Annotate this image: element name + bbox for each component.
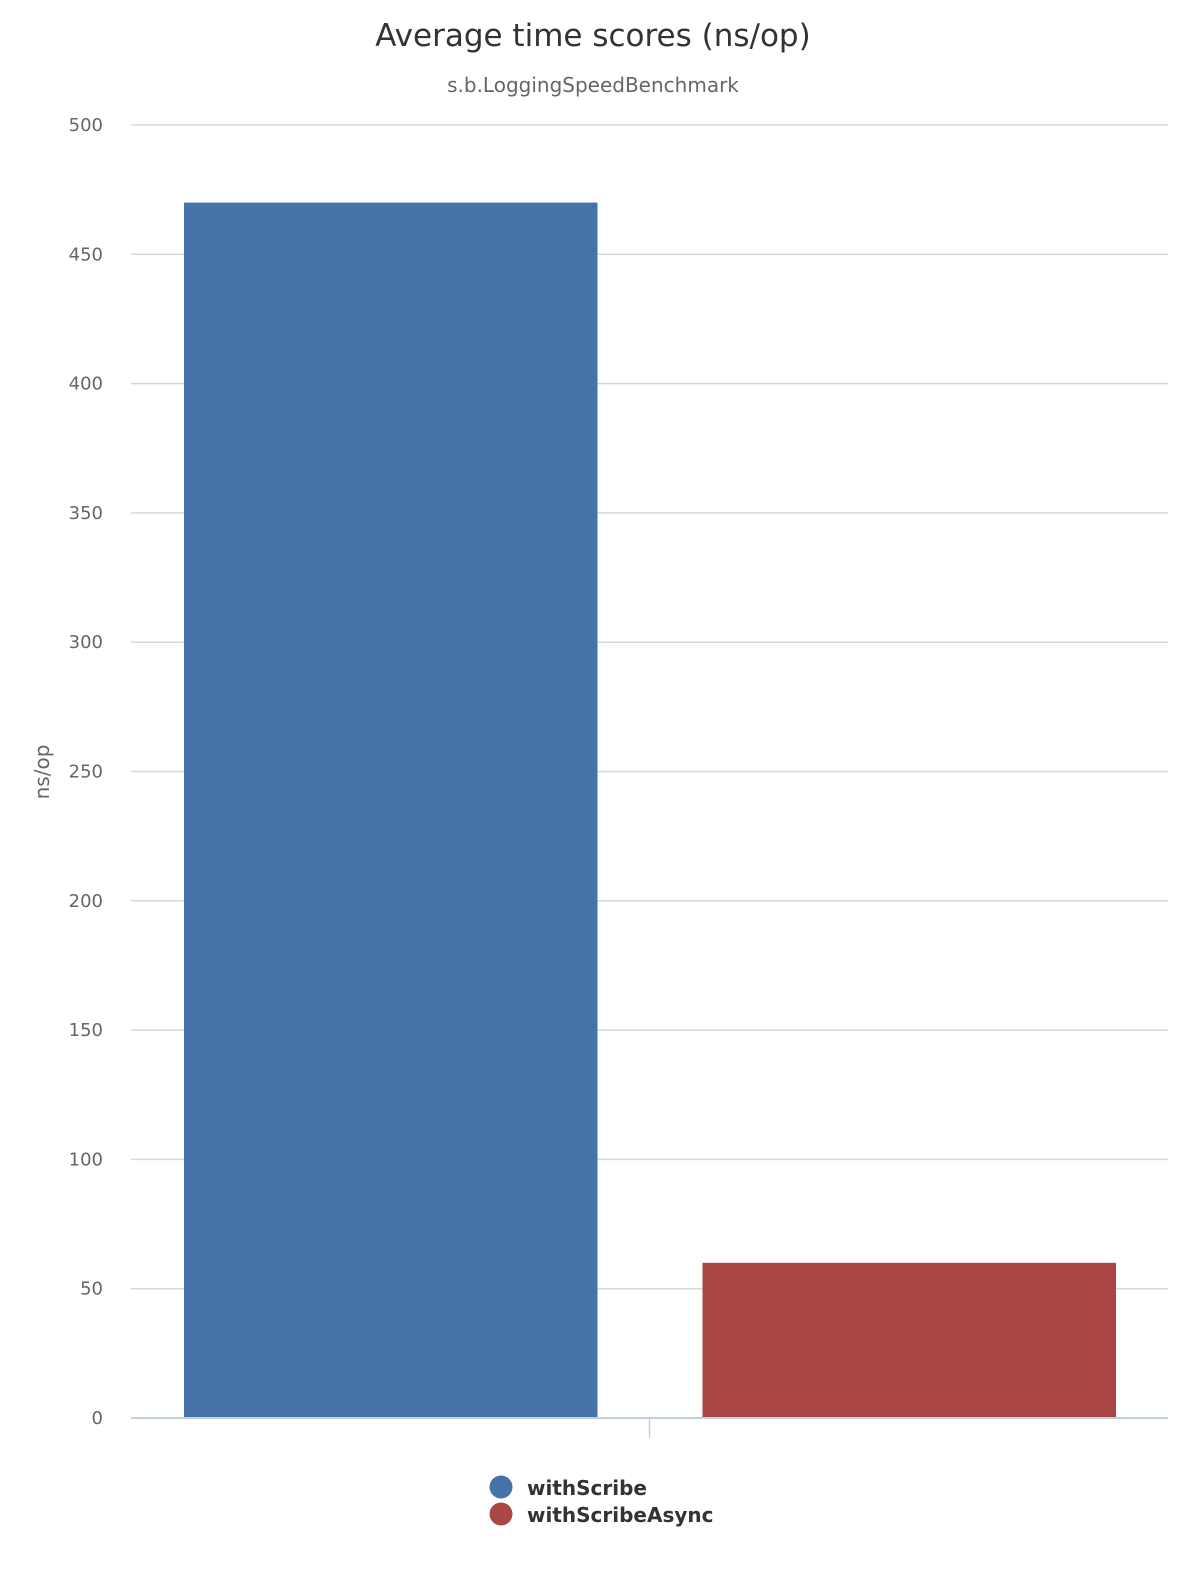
y-tick-label-100: 100 (69, 1149, 103, 1170)
legend-marker-withScribeAsync (489, 1502, 513, 1526)
y-axis-title: ns/op (30, 745, 54, 800)
bar-withScribe (184, 202, 598, 1419)
bars (184, 202, 1116, 1419)
y-tick-label-350: 350 (69, 503, 103, 524)
legend-label-withScribeAsync: withScribeAsync (527, 1503, 714, 1527)
chart-title: Average time scores (ns/op) (375, 18, 810, 54)
legend: withScribe withScribeAsync (489, 1475, 714, 1527)
y-tick-label-150: 150 (69, 1020, 103, 1041)
legend-label-withScribe: withScribe (527, 1476, 647, 1500)
y-tick-label-300: 300 (69, 632, 103, 653)
y-axis-ticks: 0 50 100 150 200 250 300 350 400 450 500 (69, 115, 103, 1429)
x-axis (131, 1417, 1168, 1438)
bar-withScribeAsync (702, 1262, 1116, 1418)
y-tick-label-400: 400 (69, 374, 103, 395)
y-tick-label-500: 500 (69, 115, 103, 136)
chart-subtitle: s.b.LoggingSpeedBenchmark (447, 73, 739, 97)
legend-marker-withScribe (489, 1475, 513, 1499)
y-tick-label-250: 250 (69, 762, 103, 783)
y-tick-label-0: 0 (92, 1408, 103, 1429)
y-tick-label-200: 200 (69, 891, 103, 912)
y-tick-label-50: 50 (80, 1279, 103, 1300)
y-tick-label-450: 450 (69, 244, 103, 265)
